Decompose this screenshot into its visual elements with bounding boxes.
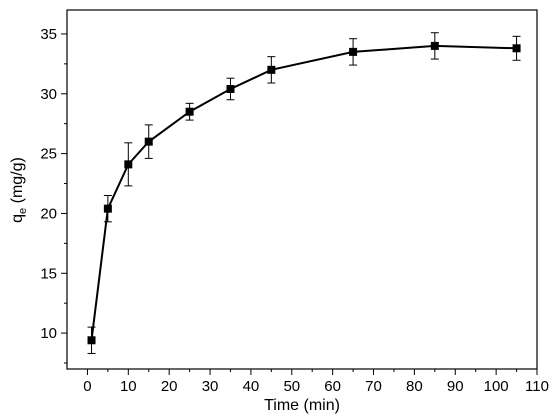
x-tick-label: 30	[202, 378, 219, 395]
plot-area-border	[66, 9, 538, 370]
x-axis-title: Time (min)	[264, 397, 340, 414]
y-tick-label: 30	[40, 86, 57, 103]
y-axis: 10 15 20 25 30 35	[40, 26, 67, 364]
y-tick-label: 25	[40, 146, 57, 163]
data-point	[349, 47, 358, 56]
y-axis-title-unit: (mg/g)	[9, 157, 26, 208]
y-tick-label: 15	[40, 265, 57, 282]
x-tick-label: 0	[83, 378, 91, 395]
y-tick-label: 20	[40, 205, 57, 222]
x-tick-label: 70	[365, 378, 382, 395]
y-tick-label: 35	[40, 26, 57, 43]
x-tick-label: 50	[283, 378, 300, 395]
data-point	[185, 107, 194, 116]
x-tick-label: 20	[161, 378, 178, 395]
data-point	[124, 160, 133, 169]
data-point	[103, 204, 112, 213]
y-axis-title-sub: e	[17, 208, 29, 214]
data-point	[144, 137, 153, 146]
x-tick-label: 110	[525, 378, 549, 395]
series-line	[90, 44, 517, 341]
data-point	[267, 65, 276, 74]
x-tick-label: 90	[447, 378, 464, 395]
data-point	[430, 41, 439, 50]
x-tick-label: 100	[484, 378, 509, 395]
x-tick-label: 60	[324, 378, 341, 395]
y-axis-title: qe (mg/g)	[9, 157, 29, 223]
x-tick-label: 40	[243, 378, 260, 395]
data-point	[87, 336, 96, 345]
plot-frame	[66, 9, 538, 370]
x-tick-label: 80	[406, 378, 423, 395]
y-axis-title-main: q	[9, 214, 26, 223]
data-point	[512, 44, 521, 53]
y-tick-label: 10	[40, 325, 57, 342]
x-axis: 0 10 20 30 40 50 60 70 80 90 100 110	[83, 369, 549, 395]
data-point	[226, 84, 235, 93]
series	[87, 32, 521, 354]
x-tick-label: 10	[120, 378, 137, 395]
